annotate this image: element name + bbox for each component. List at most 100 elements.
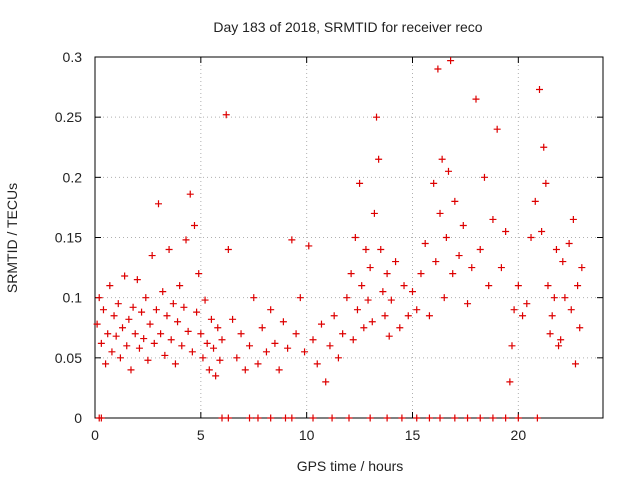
data-point [489, 215, 497, 223]
data-point [157, 330, 165, 338]
data-point [345, 414, 353, 422]
y-axis-label: SRMTID / TECUs [4, 183, 20, 293]
data-point [246, 414, 254, 422]
data-point [241, 366, 249, 374]
data-point [267, 414, 275, 422]
data-point [116, 354, 124, 362]
data-point [275, 366, 283, 374]
data-point [97, 339, 105, 347]
data-point [201, 296, 209, 304]
data-point [447, 57, 455, 65]
data-point [375, 155, 383, 163]
data-point [317, 320, 325, 328]
data-point [464, 300, 472, 308]
data-point [99, 306, 107, 314]
data-point [413, 306, 421, 314]
data-point [159, 288, 167, 296]
data-point [106, 282, 114, 290]
data-point [250, 294, 258, 302]
data-point [169, 300, 177, 308]
data-point [574, 282, 582, 290]
data-point [567, 306, 575, 314]
data-point [161, 351, 169, 359]
data-point [552, 246, 560, 254]
data-point [167, 336, 175, 344]
data-point [254, 414, 262, 422]
y-tick-label-3: 0.15 [55, 230, 82, 246]
data-point [123, 342, 131, 350]
data-point [578, 264, 586, 272]
data-point [150, 339, 158, 347]
y-tick-label-4: 0.2 [63, 169, 83, 185]
data-point [144, 356, 152, 364]
data-point [207, 315, 215, 323]
x-axis-label: GPS time / hours [297, 458, 404, 474]
data-point [131, 330, 139, 338]
data-point [436, 209, 444, 217]
data-point [531, 197, 539, 205]
data-point [148, 252, 156, 260]
data-point [366, 264, 374, 272]
data-point [364, 296, 372, 304]
data-point [237, 330, 245, 338]
data-point [171, 360, 179, 368]
data-point [292, 330, 300, 338]
data-point [184, 327, 192, 335]
data-point [370, 209, 378, 217]
data-point [214, 324, 222, 332]
data-point [432, 258, 440, 266]
data-point [362, 246, 370, 254]
data-point [110, 312, 118, 320]
data-point [279, 318, 287, 326]
data-point [301, 348, 309, 356]
y-tick-label-1: 0.05 [55, 350, 82, 366]
data-point [451, 414, 459, 422]
data-point [246, 342, 254, 350]
data-point [309, 336, 317, 344]
data-point [288, 414, 296, 422]
data-point [326, 342, 334, 350]
data-point [533, 414, 541, 422]
data-point [138, 308, 146, 316]
data-point [523, 300, 531, 308]
data-point [555, 342, 563, 350]
data-point [383, 270, 391, 278]
data-point [133, 276, 141, 284]
data-point [540, 143, 548, 151]
data-point [288, 236, 296, 244]
data-point [379, 288, 387, 296]
x-tick-label-0: 0 [91, 427, 99, 443]
data-point [330, 312, 338, 320]
data-point [212, 372, 220, 380]
data-points [93, 57, 586, 422]
data-point [480, 173, 488, 181]
data-point [229, 315, 237, 323]
data-point [125, 315, 133, 323]
data-point [93, 320, 101, 328]
data-point [434, 65, 442, 73]
data-point [536, 85, 543, 93]
data-point [343, 294, 351, 302]
data-point [218, 336, 226, 344]
data-point [368, 318, 376, 326]
data-point [550, 294, 558, 302]
data-point [544, 282, 552, 290]
data-point [366, 414, 374, 422]
data-point [97, 414, 105, 422]
data-point [383, 414, 391, 422]
data-point [444, 167, 452, 175]
data-point [442, 234, 450, 241]
data-point [387, 296, 395, 304]
data-point [360, 324, 368, 332]
data-point [561, 294, 569, 302]
data-point [142, 294, 150, 302]
data-point [514, 282, 522, 290]
data-point [282, 414, 289, 422]
y-tick-label-0: 0 [74, 410, 82, 426]
data-point [514, 414, 522, 422]
data-point [119, 324, 127, 332]
data-point [449, 270, 457, 278]
data-point [309, 414, 317, 422]
data-point [129, 303, 137, 311]
